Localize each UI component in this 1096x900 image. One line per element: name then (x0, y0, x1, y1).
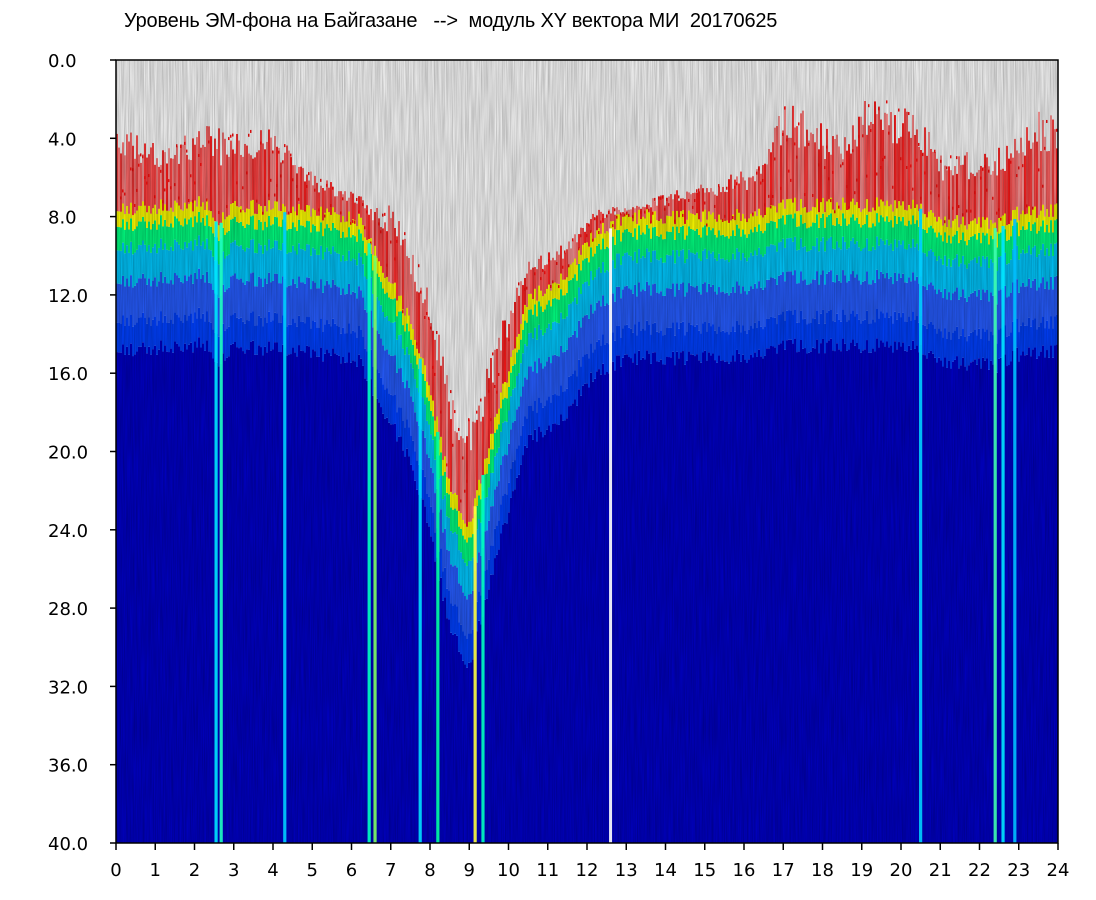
x-tick-label: 20 (890, 860, 913, 881)
x-tick-label: 4 (267, 860, 278, 881)
y-tick-label: 32.0 (48, 677, 88, 698)
x-tick-label: 11 (536, 860, 559, 881)
x-tick-label: 8 (424, 860, 435, 881)
x-axis: 0 1 2 3 4 5 6 7 8 9 10 11 12 13 14 15 16 17 18 19 20 21 22 23 24 (110, 843, 1069, 881)
x-tick-label: 15 (693, 860, 716, 881)
x-tick-label: 23 (1007, 860, 1030, 881)
x-tick-label: 10 (497, 860, 520, 881)
x-tick-label: 21 (929, 860, 952, 881)
x-tick-label: 17 (772, 860, 795, 881)
y-tick-label: 36.0 (48, 756, 88, 777)
x-tick-label: 5 (307, 860, 318, 881)
x-tick-label: 13 (615, 860, 638, 881)
x-tick-label: 9 (464, 860, 475, 881)
x-tick-label: 2 (189, 860, 200, 881)
y-tick-label: 28.0 (48, 599, 88, 620)
x-tick-label: 18 (811, 860, 834, 881)
heatmap-plot (116, 60, 1058, 843)
y-tick-label: 8.0 (48, 208, 77, 229)
y-tick-label: 40.0 (48, 834, 88, 855)
y-tick-label: 4.0 (48, 129, 77, 150)
y-tick-label: 0.0 (48, 51, 77, 72)
x-tick-label: 3 (228, 860, 239, 881)
x-tick-label: 19 (850, 860, 873, 881)
x-tick-label: 0 (110, 860, 121, 881)
x-tick-label: 22 (968, 860, 991, 881)
y-tick-label: 24.0 (48, 521, 88, 542)
x-tick-label: 1 (150, 860, 161, 881)
x-tick-label: 16 (733, 860, 756, 881)
x-tick-label: 6 (346, 860, 357, 881)
chart-title: Уровень ЭМ-фона на Байгазане --> модуль … (124, 10, 778, 32)
y-tick-label: 12.0 (48, 286, 88, 307)
x-tick-label: 12 (576, 860, 599, 881)
y-axis: 0.0 4.0 8.0 12.0 16.0 20.0 24.0 28.0 32.0 36.0 40.… (48, 51, 116, 855)
y-tick-label: 16.0 (48, 364, 88, 385)
x-tick-label: 14 (654, 860, 677, 881)
x-tick-label: 7 (385, 860, 396, 881)
y-tick-label: 20.0 (48, 443, 88, 464)
x-tick-label: 24 (1047, 860, 1070, 881)
